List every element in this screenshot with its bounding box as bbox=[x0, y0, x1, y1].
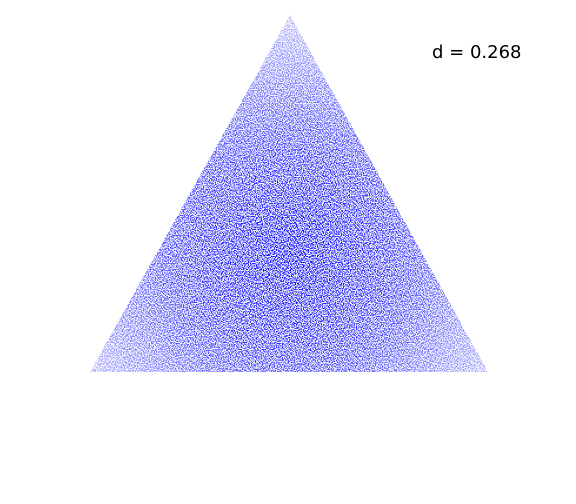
point-cloud bbox=[90, 15, 488, 372]
annotation: d = 0.268 bbox=[432, 42, 521, 63]
scatter-points bbox=[90, 15, 488, 372]
